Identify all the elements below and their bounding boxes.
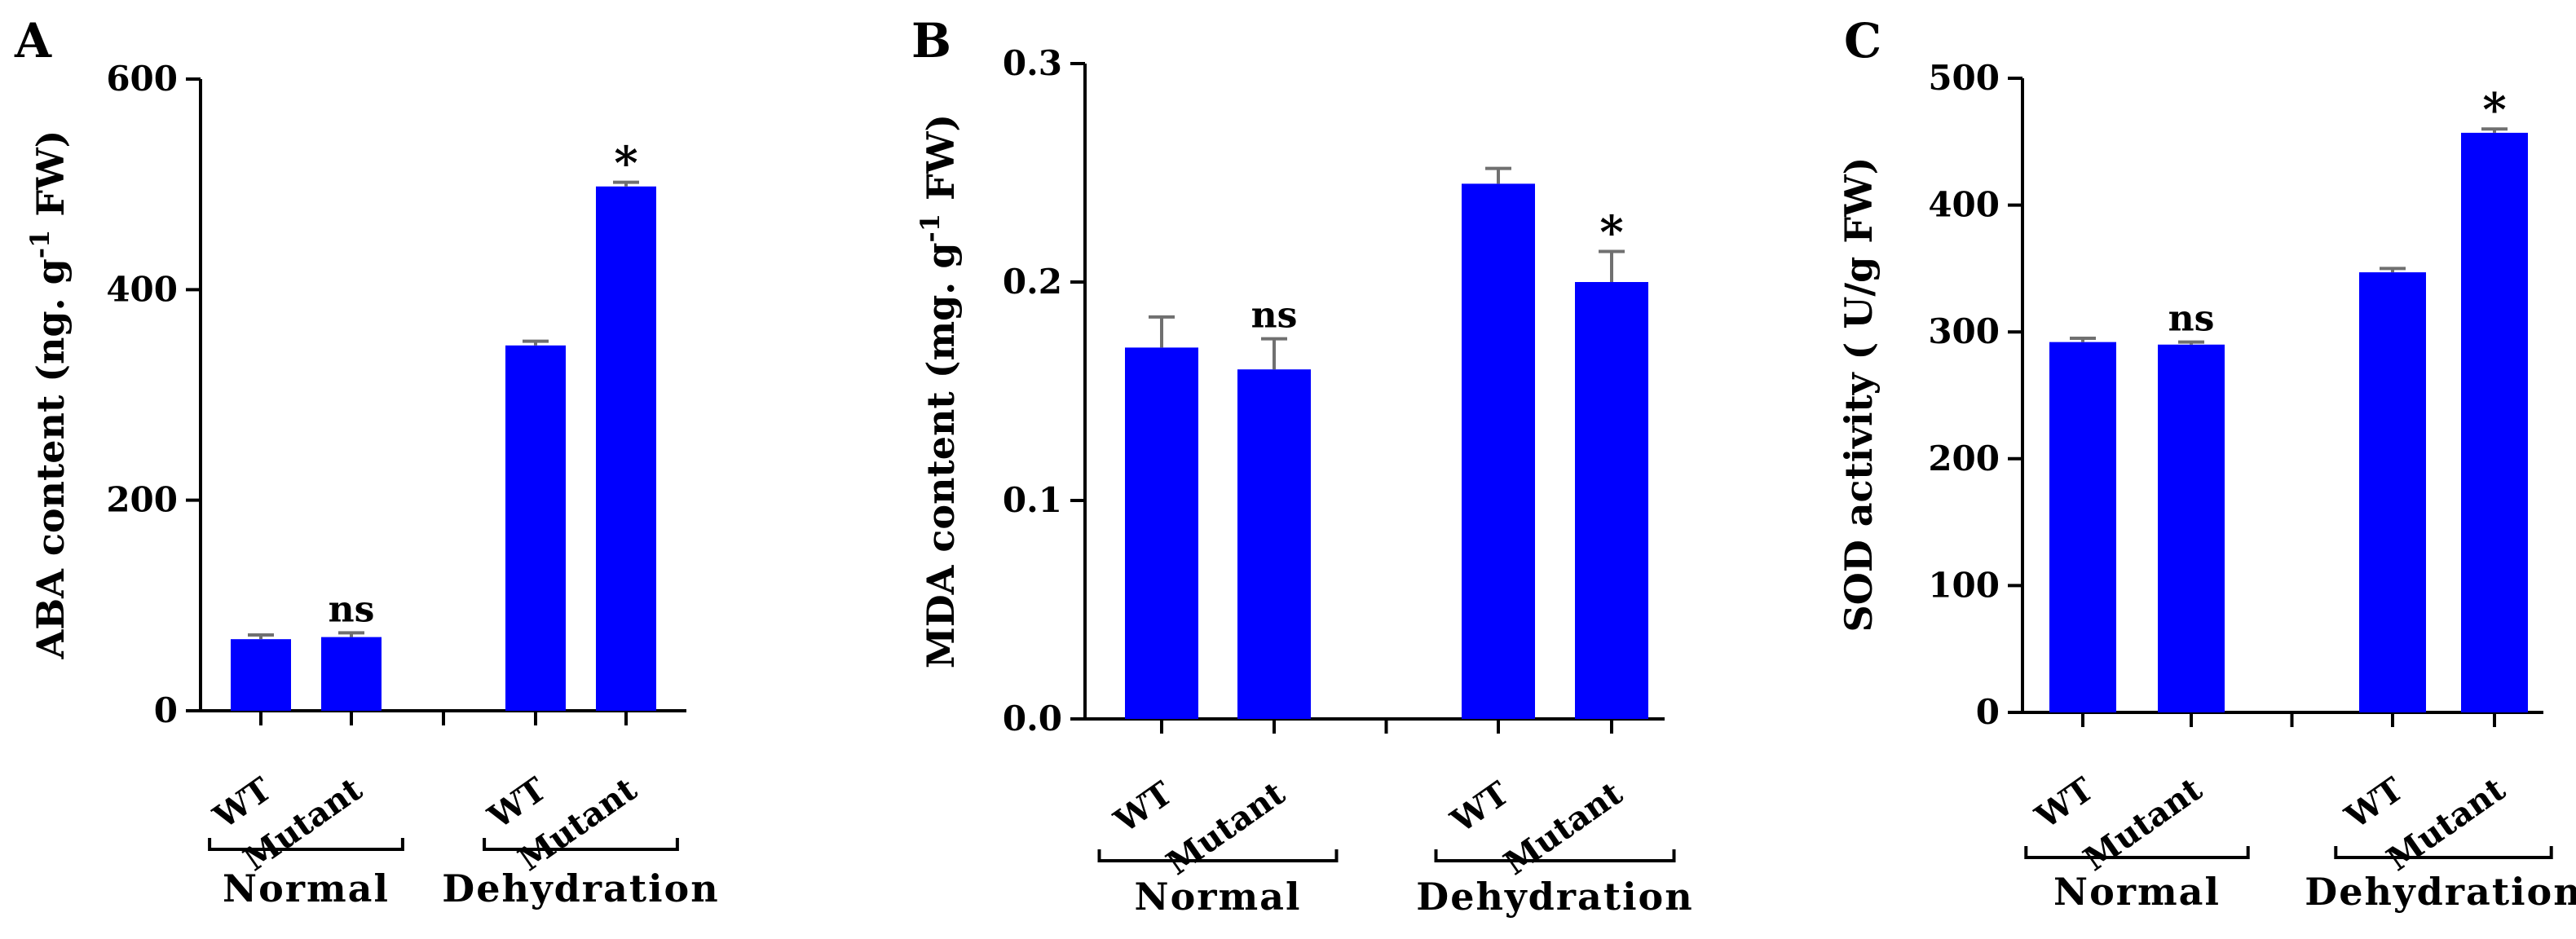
y-axis-label-sup: -1	[24, 230, 55, 259]
y-tick-label: 300	[1928, 311, 2000, 351]
chart-panel-b: B 0.0 0.1 0.2 0.3 MDA content (mg. g-1 FW) WT n…	[911, 13, 1693, 919]
bar-wt	[2049, 342, 2116, 712]
y-axis-label-end: FW)	[29, 130, 73, 230]
bar-mutant	[2461, 132, 2528, 712]
bar-mutant	[321, 637, 382, 711]
bar-mutant	[1575, 282, 1648, 719]
y-tick-label: 200	[1928, 439, 2000, 478]
significance-label: ns	[329, 589, 375, 630]
significance-label: ns	[2168, 298, 2215, 340]
bar-wt	[231, 639, 291, 711]
group-label: Dehydration	[2305, 870, 2576, 914]
group-label: Normal	[1135, 875, 1302, 919]
group-label: Normal	[2053, 870, 2221, 914]
bar-wt	[2359, 272, 2426, 712]
significance-label: *	[1599, 205, 1623, 259]
y-tick-label: 600	[106, 59, 178, 99]
panel-letter: B	[911, 13, 951, 68]
y-axis-label: MDA content (mg. g-1 FW)	[915, 114, 963, 668]
y-axis-label-main: MDA content (mg. g	[919, 242, 963, 668]
y-axis-label-sup: -1	[915, 214, 946, 243]
bar-wt	[1125, 347, 1198, 719]
bar-mutant	[2158, 344, 2225, 712]
y-tick-label: 0	[1976, 692, 2000, 732]
group-bracket	[1434, 849, 1676, 862]
y-tick-label: 400	[106, 269, 178, 309]
y-tick-label: 0.2	[1003, 262, 1062, 302]
bar-wt	[505, 345, 566, 711]
group-label: Normal	[223, 866, 390, 910]
y-tick-label: 0	[154, 690, 178, 730]
group-bracket	[2334, 846, 2553, 859]
category-label: Mutant	[2076, 769, 2209, 879]
y-tick-label: 200	[106, 480, 178, 520]
y-axis-label-main: SOD activity ( U/g FW)	[1837, 157, 1881, 633]
category-label: WT	[1444, 774, 1516, 841]
group-label: Dehydration	[1416, 875, 1693, 919]
category-label: WT	[2338, 770, 2411, 837]
category-label: WT	[2028, 770, 2101, 837]
category-label: WT	[1107, 774, 1180, 841]
group-bracket	[1097, 849, 1339, 862]
y-tick-label: 0.3	[1003, 43, 1062, 83]
y-axis-label-end: FW)	[919, 114, 963, 214]
bar-mutant	[596, 186, 656, 711]
y-axis-label: ABA content (ng. g-1 FW)	[24, 130, 73, 660]
y-tick-label: 500	[1928, 58, 2000, 98]
significance-label: *	[614, 137, 637, 191]
panel-letter: A	[14, 13, 52, 68]
category-label: Mutant	[1159, 774, 1292, 883]
chart-panel-c: C 0 100 200 300 400 500 SOD activity ( U/g FW) W…	[1837, 13, 2576, 914]
bar-mutant	[1237, 369, 1311, 719]
y-tick-label: 100	[1928, 565, 2000, 605]
y-tick-label: 0.0	[1003, 699, 1062, 738]
significance-label: ns	[1251, 295, 1298, 337]
y-axis-label: SOD activity ( U/g FW)	[1837, 157, 1881, 633]
group-bracket	[208, 838, 404, 851]
panel-letter: C	[1844, 13, 1881, 68]
group-label: Dehydration	[442, 866, 719, 910]
category-label: Mutant	[2380, 769, 2512, 879]
y-axis-label-main: ABA content (ng. g	[29, 258, 73, 659]
y-tick-label: 400	[1928, 185, 2000, 225]
group-bracket	[2024, 846, 2250, 859]
y-tick-label: 0.1	[1003, 480, 1062, 520]
category-label: Mutant	[1497, 774, 1630, 883]
group-bracket	[483, 838, 679, 851]
bar-wt	[1462, 183, 1535, 719]
significance-label: *	[2482, 83, 2506, 137]
